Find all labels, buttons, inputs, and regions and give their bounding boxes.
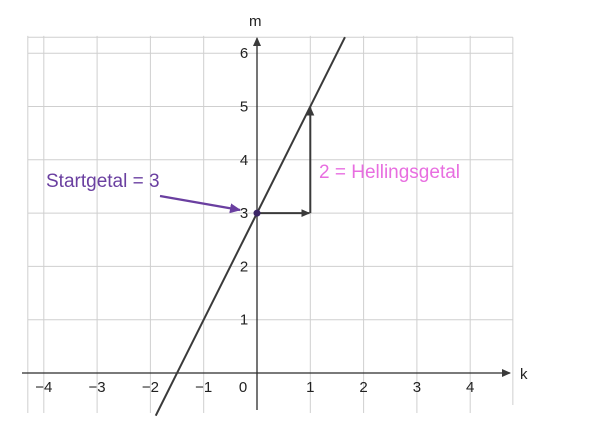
- x-tick-labels: −4 −3 −2 −1 0 1 2 3 4: [35, 379, 474, 396]
- y-tick-label: 5: [240, 99, 248, 116]
- y-tick-label: 3: [240, 205, 248, 222]
- x-tick-label: −3: [89, 379, 106, 396]
- slope-annotation: 2 = Hellingsgetal: [319, 162, 460, 183]
- y-tick-label: 6: [240, 45, 248, 62]
- linear-function-line: [154, 36, 346, 417]
- x-axis-label: k: [520, 366, 528, 383]
- x-tick-label: 2: [359, 379, 367, 396]
- y-tick-label: 2: [240, 258, 248, 275]
- grid: [27, 35, 514, 413]
- start-annotation: Startgetal = 3: [46, 171, 160, 192]
- y-axis-label: m: [249, 13, 262, 30]
- x-tick-label: −4: [35, 379, 52, 396]
- y-tick-label: 1: [240, 312, 248, 329]
- x-tick-label: −2: [142, 379, 159, 396]
- x-tick-label: 0: [239, 379, 247, 396]
- x-tick-label: −1: [195, 379, 212, 396]
- y-tick-label: 4: [240, 152, 248, 169]
- x-tick-label: 4: [466, 379, 474, 396]
- start-point: [253, 209, 261, 217]
- start-pointer-arrow: [159, 194, 241, 214]
- x-tick-label: 1: [306, 379, 314, 396]
- y-tick-labels: 1 2 3 4 5 6: [240, 45, 248, 329]
- x-tick-label: 3: [413, 379, 421, 396]
